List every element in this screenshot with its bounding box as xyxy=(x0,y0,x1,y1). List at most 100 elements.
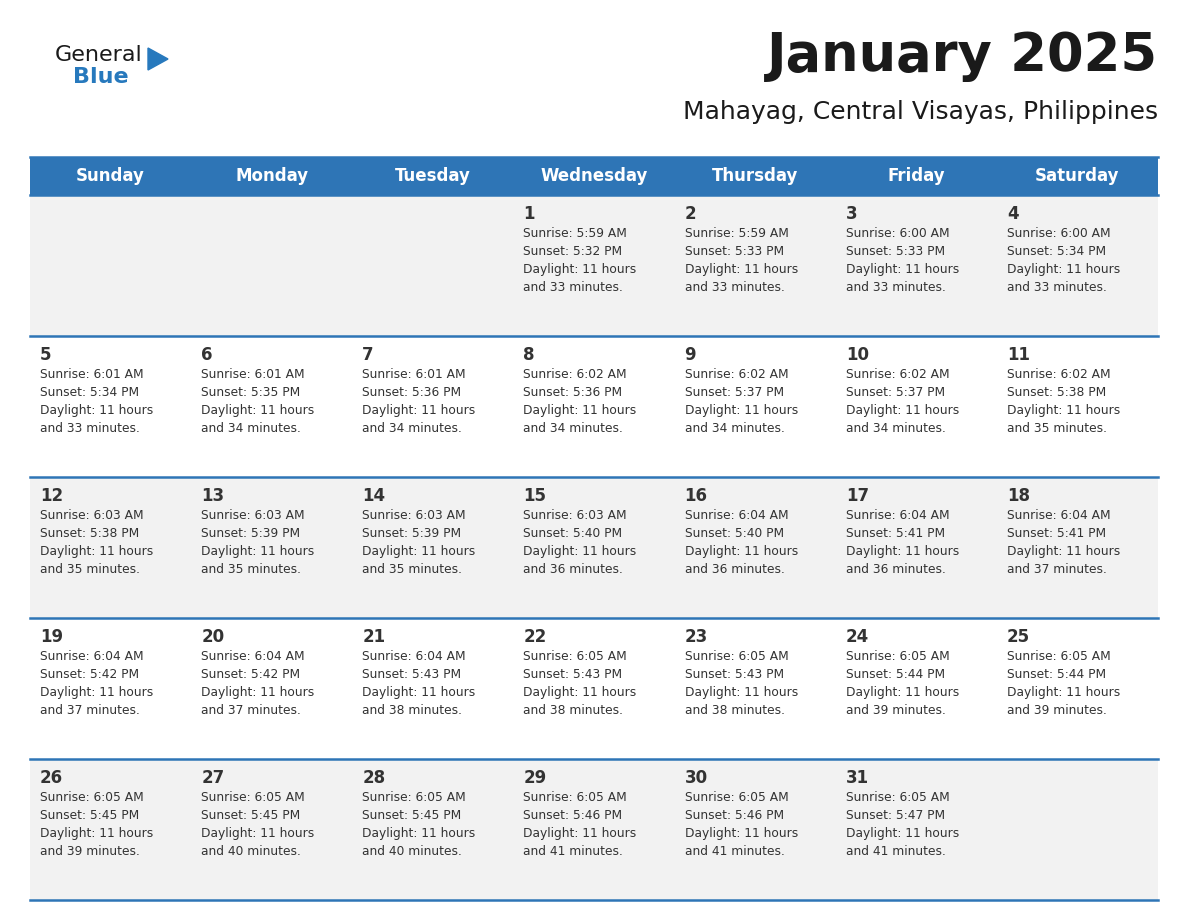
Text: Daylight: 11 hours: Daylight: 11 hours xyxy=(846,686,959,699)
Bar xyxy=(513,157,675,195)
Text: Sunset: 5:45 PM: Sunset: 5:45 PM xyxy=(201,809,301,822)
Text: 28: 28 xyxy=(362,769,385,787)
Text: Daylight: 11 hours: Daylight: 11 hours xyxy=(201,404,315,417)
Text: Daylight: 11 hours: Daylight: 11 hours xyxy=(524,827,637,840)
Text: Sunrise: 6:05 AM: Sunrise: 6:05 AM xyxy=(201,791,305,804)
Text: Sunset: 5:36 PM: Sunset: 5:36 PM xyxy=(362,386,461,399)
Text: 29: 29 xyxy=(524,769,546,787)
Text: 21: 21 xyxy=(362,628,385,646)
Text: Sunset: 5:34 PM: Sunset: 5:34 PM xyxy=(1007,245,1106,258)
Bar xyxy=(835,157,997,195)
Text: Daylight: 11 hours: Daylight: 11 hours xyxy=(846,404,959,417)
Text: and 33 minutes.: and 33 minutes. xyxy=(524,281,624,294)
Text: 31: 31 xyxy=(846,769,868,787)
Text: Sunrise: 6:05 AM: Sunrise: 6:05 AM xyxy=(846,791,949,804)
Text: Sunset: 5:33 PM: Sunset: 5:33 PM xyxy=(684,245,784,258)
Text: and 39 minutes.: and 39 minutes. xyxy=(846,704,946,717)
Bar xyxy=(675,157,835,195)
Text: 4: 4 xyxy=(1007,205,1018,223)
Text: and 40 minutes.: and 40 minutes. xyxy=(201,845,301,858)
Text: 10: 10 xyxy=(846,346,868,364)
Text: Mahayag, Central Visayas, Philippines: Mahayag, Central Visayas, Philippines xyxy=(683,100,1158,124)
Text: Sunset: 5:37 PM: Sunset: 5:37 PM xyxy=(846,386,944,399)
Text: 22: 22 xyxy=(524,628,546,646)
Text: Sunrise: 5:59 AM: Sunrise: 5:59 AM xyxy=(524,227,627,240)
Text: Daylight: 11 hours: Daylight: 11 hours xyxy=(684,545,798,558)
Text: 15: 15 xyxy=(524,487,546,505)
Text: and 41 minutes.: and 41 minutes. xyxy=(524,845,624,858)
Text: Sunrise: 6:04 AM: Sunrise: 6:04 AM xyxy=(362,650,466,663)
Text: Sunset: 5:38 PM: Sunset: 5:38 PM xyxy=(40,527,139,540)
Bar xyxy=(30,477,1158,618)
Text: and 33 minutes.: and 33 minutes. xyxy=(40,422,140,435)
Text: Sunset: 5:32 PM: Sunset: 5:32 PM xyxy=(524,245,623,258)
Text: Sunrise: 6:03 AM: Sunrise: 6:03 AM xyxy=(201,509,305,522)
Text: and 38 minutes.: and 38 minutes. xyxy=(684,704,784,717)
Text: and 33 minutes.: and 33 minutes. xyxy=(1007,281,1107,294)
Text: Sunset: 5:42 PM: Sunset: 5:42 PM xyxy=(40,668,139,681)
Text: Sunrise: 6:03 AM: Sunrise: 6:03 AM xyxy=(524,509,627,522)
Text: and 34 minutes.: and 34 minutes. xyxy=(684,422,784,435)
Text: Sunset: 5:45 PM: Sunset: 5:45 PM xyxy=(40,809,139,822)
Text: Daylight: 11 hours: Daylight: 11 hours xyxy=(362,545,475,558)
Polygon shape xyxy=(148,48,168,70)
Text: 26: 26 xyxy=(40,769,63,787)
Text: Daylight: 11 hours: Daylight: 11 hours xyxy=(846,827,959,840)
Text: Sunrise: 6:03 AM: Sunrise: 6:03 AM xyxy=(40,509,144,522)
Text: 23: 23 xyxy=(684,628,708,646)
Text: 25: 25 xyxy=(1007,628,1030,646)
Text: and 33 minutes.: and 33 minutes. xyxy=(846,281,946,294)
Text: 1: 1 xyxy=(524,205,535,223)
Text: Sunset: 5:46 PM: Sunset: 5:46 PM xyxy=(524,809,623,822)
Text: Friday: Friday xyxy=(887,167,946,185)
Text: Sunrise: 6:02 AM: Sunrise: 6:02 AM xyxy=(524,368,627,381)
Text: and 34 minutes.: and 34 minutes. xyxy=(846,422,946,435)
Text: Sunset: 5:40 PM: Sunset: 5:40 PM xyxy=(524,527,623,540)
Text: 14: 14 xyxy=(362,487,385,505)
Text: Sunrise: 6:02 AM: Sunrise: 6:02 AM xyxy=(846,368,949,381)
Text: Sunrise: 6:05 AM: Sunrise: 6:05 AM xyxy=(846,650,949,663)
Text: 6: 6 xyxy=(201,346,213,364)
Text: and 34 minutes.: and 34 minutes. xyxy=(362,422,462,435)
Text: Daylight: 11 hours: Daylight: 11 hours xyxy=(362,827,475,840)
Text: 12: 12 xyxy=(40,487,63,505)
Text: Sunrise: 6:02 AM: Sunrise: 6:02 AM xyxy=(1007,368,1111,381)
Text: 8: 8 xyxy=(524,346,535,364)
Text: Daylight: 11 hours: Daylight: 11 hours xyxy=(524,263,637,276)
Text: Sunrise: 6:04 AM: Sunrise: 6:04 AM xyxy=(846,509,949,522)
Text: Sunrise: 6:00 AM: Sunrise: 6:00 AM xyxy=(1007,227,1111,240)
Text: Blue: Blue xyxy=(72,67,128,87)
Text: Sunrise: 6:04 AM: Sunrise: 6:04 AM xyxy=(201,650,305,663)
Text: 27: 27 xyxy=(201,769,225,787)
Text: 9: 9 xyxy=(684,346,696,364)
Text: Daylight: 11 hours: Daylight: 11 hours xyxy=(362,404,475,417)
Text: and 34 minutes.: and 34 minutes. xyxy=(524,422,624,435)
Text: Wednesday: Wednesday xyxy=(541,167,647,185)
Text: Sunset: 5:42 PM: Sunset: 5:42 PM xyxy=(201,668,301,681)
Text: Daylight: 11 hours: Daylight: 11 hours xyxy=(524,686,637,699)
Text: Sunrise: 6:05 AM: Sunrise: 6:05 AM xyxy=(1007,650,1111,663)
Text: Saturday: Saturday xyxy=(1035,167,1119,185)
Text: Sunset: 5:47 PM: Sunset: 5:47 PM xyxy=(846,809,944,822)
Bar xyxy=(30,618,1158,759)
Text: General: General xyxy=(55,45,143,65)
Text: Sunrise: 6:04 AM: Sunrise: 6:04 AM xyxy=(40,650,144,663)
Text: Sunrise: 6:05 AM: Sunrise: 6:05 AM xyxy=(684,791,789,804)
Text: and 39 minutes.: and 39 minutes. xyxy=(1007,704,1107,717)
Text: Monday: Monday xyxy=(235,167,308,185)
Text: Sunset: 5:45 PM: Sunset: 5:45 PM xyxy=(362,809,461,822)
Text: Daylight: 11 hours: Daylight: 11 hours xyxy=(201,827,315,840)
Text: and 36 minutes.: and 36 minutes. xyxy=(684,563,784,576)
Text: and 37 minutes.: and 37 minutes. xyxy=(1007,563,1107,576)
Text: Daylight: 11 hours: Daylight: 11 hours xyxy=(846,263,959,276)
Text: Daylight: 11 hours: Daylight: 11 hours xyxy=(524,404,637,417)
Text: 20: 20 xyxy=(201,628,225,646)
Text: Sunrise: 6:00 AM: Sunrise: 6:00 AM xyxy=(846,227,949,240)
Text: Sunset: 5:37 PM: Sunset: 5:37 PM xyxy=(684,386,784,399)
Text: and 37 minutes.: and 37 minutes. xyxy=(201,704,301,717)
Text: Sunrise: 6:05 AM: Sunrise: 6:05 AM xyxy=(362,791,466,804)
Text: Sunrise: 6:01 AM: Sunrise: 6:01 AM xyxy=(40,368,144,381)
Text: Sunrise: 6:05 AM: Sunrise: 6:05 AM xyxy=(684,650,789,663)
Text: and 33 minutes.: and 33 minutes. xyxy=(684,281,784,294)
Text: and 35 minutes.: and 35 minutes. xyxy=(362,563,462,576)
